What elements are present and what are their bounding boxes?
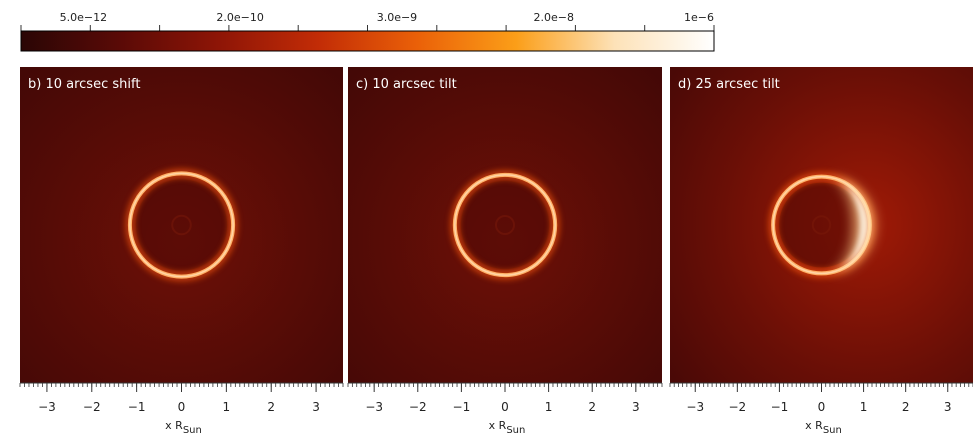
- x-tick-label: −1: [128, 400, 146, 414]
- x-tick-label: −1: [771, 400, 789, 414]
- x-tick-label: 3: [944, 400, 952, 414]
- x-tick-label: −1: [453, 400, 471, 414]
- x-tick-label: 3: [312, 400, 320, 414]
- x-tick-label: −2: [728, 400, 746, 414]
- colorbar-tick-label: 2.0e−8: [534, 11, 574, 24]
- x-tick-label: −3: [365, 400, 383, 414]
- panel-1: b) 10 arcsec shift −3 −2 −1 0 1 2 3 x RSun: [19, 67, 344, 436]
- x-tick-label: 2: [902, 400, 910, 414]
- x-tick-label: 0: [501, 400, 509, 414]
- x-tick-label: −3: [38, 400, 56, 414]
- x-tick-label: 1: [545, 400, 553, 414]
- x-tick-label: 2: [267, 400, 275, 414]
- x-axis-label: x RSun: [165, 419, 202, 434]
- x-axis: −3 −2 −1 0 1 2 3 x RSun: [347, 382, 663, 436]
- x-axis: −3 −2 −1 0 1 2 3 x RSun: [669, 382, 973, 436]
- x-axis-label: x RSun: [805, 419, 842, 434]
- colorbar-tick-label: 2.0e−10: [216, 11, 263, 24]
- panel-title: d) 25 arcsec tilt: [678, 77, 780, 92]
- colorbar-tick-label: 3.0e−9: [377, 11, 417, 24]
- panel-3: d) 25 arcsec tilt −3 −2 −1 0 1 2 3 x RSun: [669, 67, 973, 436]
- colorbar-gradient: [20, 30, 715, 52]
- colorbar-tick-label: 5.0e−12: [60, 11, 107, 24]
- corona-ring: [768, 171, 875, 279]
- colorbar: 5.0e−12 2.0e−10 3.0e−9 2.0e−8 1e−6: [20, 11, 715, 52]
- x-tick-label: 0: [178, 400, 186, 414]
- x-tick-label: 2: [588, 400, 596, 414]
- panel-title: b) 10 arcsec shift: [28, 77, 140, 92]
- corona-ring: [449, 169, 561, 281]
- x-tick-label: 1: [223, 400, 231, 414]
- x-tick-label: 0: [818, 400, 826, 414]
- x-tick-label: 3: [632, 400, 640, 414]
- x-tick-label: 1: [860, 400, 868, 414]
- colorbar-tick-label: 1e−6: [684, 11, 714, 24]
- colorbar-ticks: [20, 25, 715, 31]
- colorbar-tick-labels: 5.0e−12 2.0e−10 3.0e−9 2.0e−8 1e−6: [60, 11, 714, 24]
- panel-title: c) 10 arcsec tilt: [356, 77, 457, 92]
- x-tick-label: −2: [409, 400, 427, 414]
- x-axis-label: x RSun: [489, 419, 526, 434]
- panel-2: c) 10 arcsec tilt −3 −2 −1 0 1 2 3 x RSun: [347, 67, 663, 436]
- corona-ring: [124, 168, 239, 282]
- x-axis: −3 −2 −1 0 1 2 3 x RSun: [19, 382, 344, 436]
- x-tick-label: −3: [686, 400, 704, 414]
- x-tick-label: −2: [83, 400, 101, 414]
